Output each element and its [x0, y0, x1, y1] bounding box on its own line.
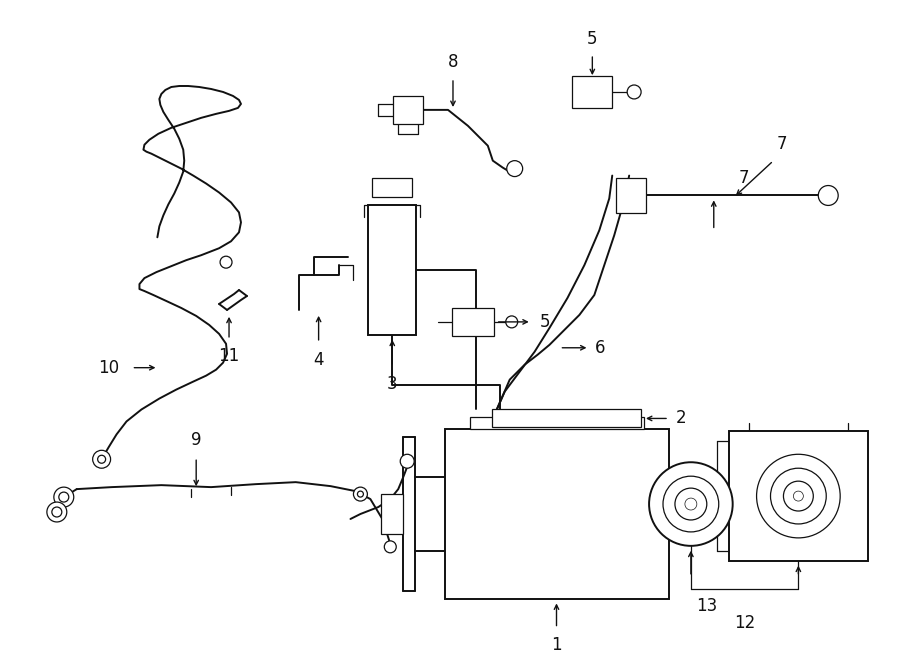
- Bar: [616, 178, 646, 214]
- Circle shape: [93, 450, 111, 468]
- Text: 3: 3: [387, 375, 398, 393]
- Circle shape: [384, 541, 396, 553]
- Circle shape: [47, 502, 67, 522]
- Circle shape: [675, 488, 706, 520]
- Circle shape: [220, 256, 232, 268]
- Circle shape: [354, 487, 367, 501]
- Text: 1: 1: [551, 637, 562, 654]
- Bar: [470, 418, 644, 430]
- Text: 4: 4: [313, 351, 324, 369]
- Text: 7: 7: [739, 169, 749, 186]
- Bar: [373, 178, 412, 198]
- Circle shape: [770, 468, 826, 524]
- Text: 6: 6: [595, 339, 606, 357]
- Circle shape: [663, 476, 719, 532]
- Circle shape: [506, 316, 518, 328]
- Circle shape: [97, 455, 105, 463]
- Text: 13: 13: [696, 597, 717, 615]
- Circle shape: [818, 186, 838, 206]
- Bar: [729, 432, 868, 561]
- Circle shape: [649, 462, 733, 546]
- Bar: [382, 494, 403, 534]
- Text: 12: 12: [734, 613, 755, 631]
- Circle shape: [507, 161, 523, 176]
- Circle shape: [685, 498, 697, 510]
- Circle shape: [52, 507, 62, 517]
- Circle shape: [400, 454, 414, 468]
- Text: 2: 2: [676, 409, 687, 428]
- Circle shape: [54, 487, 74, 507]
- Bar: [491, 409, 641, 428]
- Text: 5: 5: [587, 30, 598, 48]
- Text: 7: 7: [752, 157, 762, 175]
- Circle shape: [357, 491, 364, 497]
- Bar: [368, 206, 416, 335]
- Bar: [572, 76, 612, 108]
- Text: 10: 10: [98, 359, 120, 377]
- Circle shape: [757, 454, 841, 538]
- Bar: [452, 308, 494, 336]
- Text: 7: 7: [777, 135, 787, 153]
- Text: 11: 11: [219, 347, 239, 365]
- Text: 5: 5: [540, 313, 550, 331]
- Bar: [393, 96, 423, 124]
- Bar: [445, 430, 669, 599]
- Text: 9: 9: [191, 431, 202, 449]
- Circle shape: [627, 85, 641, 99]
- Circle shape: [794, 491, 804, 501]
- Circle shape: [783, 481, 814, 511]
- Circle shape: [58, 492, 68, 502]
- Text: 8: 8: [447, 53, 458, 71]
